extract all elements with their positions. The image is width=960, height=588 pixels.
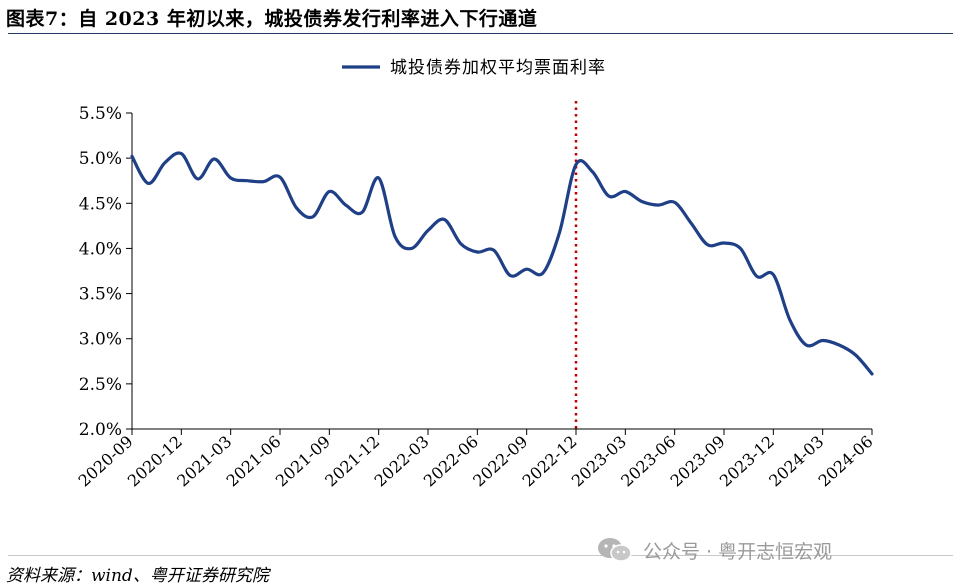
y-tick-label: 2.5% — [79, 375, 122, 395]
y-tick-label: 2.0% — [79, 420, 122, 440]
chart-legend: 城投债券加权平均票面利率 — [342, 58, 606, 78]
x-tick-label: 2021-03 — [173, 432, 235, 491]
watermark: 公众号 · 粤开志恒宏观 — [595, 536, 832, 564]
footer-divider — [8, 555, 953, 556]
x-tick-label: 2023-06 — [617, 432, 679, 491]
x-tick-label: 2022-09 — [469, 432, 531, 491]
x-tick-label: 2024-06 — [815, 432, 877, 491]
y-tick-label: 3.5% — [79, 285, 122, 305]
y-tick-label: 3.0% — [79, 330, 122, 350]
source-note: 资料来源：wind、粤开证券研究院 — [6, 566, 269, 586]
y-axis: 2.0% 2.5% 3.0% 3.5% 4.0% 4.5% 5.0% 5.5% — [79, 104, 133, 440]
x-tick-label: 2021-12 — [321, 432, 383, 491]
y-tick-label: 4.5% — [79, 194, 122, 214]
y-tick-label: 5.0% — [79, 149, 122, 169]
wechat-icon — [595, 536, 635, 564]
figure-title: 图表7：自 2023 年初以来，城投债券发行利率进入下行通道 — [6, 8, 538, 30]
y-tick-label: 5.5% — [79, 104, 122, 124]
watermark-text: 公众号 · 粤开志恒宏观 — [643, 540, 833, 563]
y-tick-label: 4.0% — [79, 239, 122, 259]
legend-label: 城投债券加权平均票面利率 — [390, 58, 606, 78]
x-axis: 2020-092020-122021-032021-062021-092021-… — [75, 428, 877, 491]
chart-series — [130, 151, 874, 376]
x-tick-label: 2024-03 — [765, 432, 827, 491]
series-line — [130, 151, 874, 376]
title-underline — [8, 33, 953, 34]
